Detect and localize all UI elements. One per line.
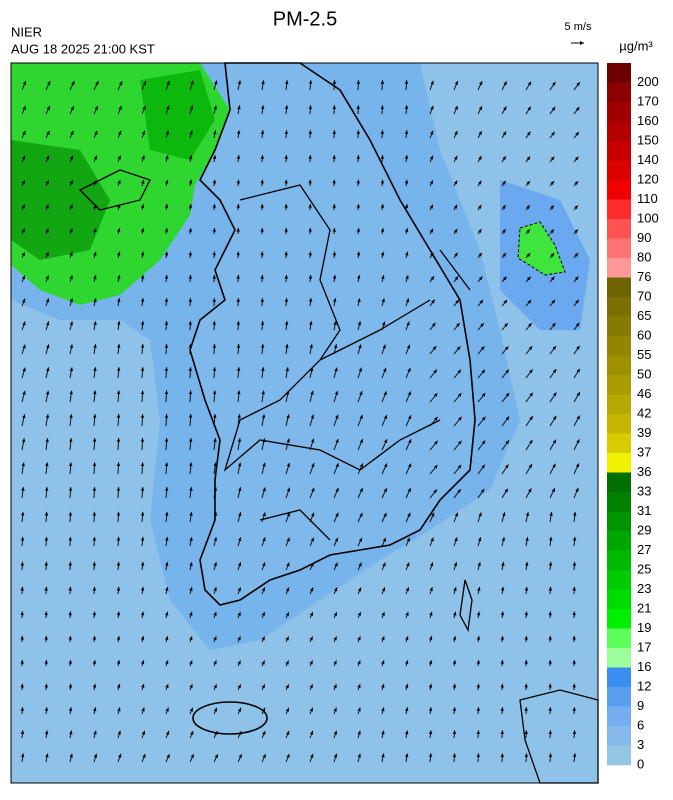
legend-label: 16 xyxy=(637,659,651,674)
legend-swatch xyxy=(607,590,631,610)
legend-label: 23 xyxy=(637,581,651,596)
legend: 2001701601501401201101009080767065605550… xyxy=(607,63,659,771)
legend-swatch xyxy=(607,161,631,181)
legend-swatch xyxy=(607,141,631,161)
legend-swatch xyxy=(607,122,631,142)
map xyxy=(11,63,598,783)
legend-label: 25 xyxy=(637,561,651,576)
title: PM-2.5 xyxy=(273,8,337,30)
legend-swatch xyxy=(607,668,631,688)
agency: NIER xyxy=(11,24,42,39)
legend-label: 200 xyxy=(637,74,659,89)
legend-swatch xyxy=(607,278,631,298)
legend-swatch xyxy=(607,297,631,317)
legend-label: 12 xyxy=(637,678,651,693)
legend-swatch xyxy=(607,570,631,590)
legend-label: 170 xyxy=(637,93,659,108)
legend-label: 60 xyxy=(637,327,651,342)
legend-swatch xyxy=(607,629,631,649)
datetime: AUG 18 2025 21:00 KST xyxy=(11,41,155,56)
legend-swatch xyxy=(607,375,631,395)
legend-label: 31 xyxy=(637,503,651,518)
legend-label: 80 xyxy=(637,249,651,264)
legend-swatch xyxy=(607,180,631,200)
legend-label: 150 xyxy=(637,132,659,147)
legend-label: 140 xyxy=(637,152,659,167)
legend-swatch xyxy=(607,258,631,278)
legend-swatch xyxy=(607,687,631,707)
legend-label: 70 xyxy=(637,288,651,303)
legend-label: 17 xyxy=(637,639,651,654)
legend-swatch xyxy=(607,102,631,122)
legend-label: 76 xyxy=(637,269,651,284)
legend-swatch xyxy=(607,317,631,337)
wind-scale-arrowhead xyxy=(580,41,584,45)
legend-swatch xyxy=(607,239,631,259)
legend-label: 3 xyxy=(637,737,644,752)
legend-swatch xyxy=(607,473,631,493)
legend-label: 110 xyxy=(637,191,658,206)
legend-label: 65 xyxy=(637,308,651,323)
legend-label: 36 xyxy=(637,464,651,479)
legend-label: 55 xyxy=(637,347,651,362)
legend-label: 100 xyxy=(637,210,659,225)
legend-label: 9 xyxy=(637,698,644,713)
legend-label: 19 xyxy=(637,620,651,635)
legend-swatch xyxy=(607,434,631,454)
legend-swatch xyxy=(607,551,631,571)
legend-swatch xyxy=(607,336,631,356)
legend-swatch xyxy=(607,219,631,239)
legend-swatch xyxy=(607,492,631,512)
legend-swatch xyxy=(607,746,631,766)
legend-swatch xyxy=(607,609,631,629)
legend-label: 29 xyxy=(637,522,651,537)
legend-label: 27 xyxy=(637,542,651,557)
legend-swatch xyxy=(607,395,631,415)
legend-swatch xyxy=(607,83,631,103)
legend-label: 46 xyxy=(637,386,651,401)
legend-label: 50 xyxy=(637,366,651,381)
legend-label: 37 xyxy=(637,444,651,459)
legend-label: 0 xyxy=(637,756,644,771)
legend-swatch xyxy=(607,356,631,376)
legend-swatch xyxy=(607,453,631,473)
legend-label: 21 xyxy=(637,600,651,615)
legend-label: 6 xyxy=(637,717,644,732)
legend-swatch xyxy=(607,531,631,551)
legend-label: 160 xyxy=(637,113,659,128)
legend-unit: µg/m³ xyxy=(619,38,653,53)
legend-swatch xyxy=(607,707,631,727)
legend-swatch xyxy=(607,414,631,434)
legend-swatch xyxy=(607,726,631,746)
jeju-island xyxy=(193,702,267,734)
legend-label: 39 xyxy=(637,425,651,440)
legend-label: 42 xyxy=(637,405,651,420)
legend-swatch xyxy=(607,200,631,220)
legend-swatch xyxy=(607,63,631,83)
legend-swatch xyxy=(607,648,631,668)
legend-label: 120 xyxy=(637,171,659,186)
legend-label: 90 xyxy=(637,230,651,245)
wind-scale: 5 m/s xyxy=(565,21,592,33)
legend-swatch xyxy=(607,512,631,532)
legend-label: 33 xyxy=(637,483,651,498)
